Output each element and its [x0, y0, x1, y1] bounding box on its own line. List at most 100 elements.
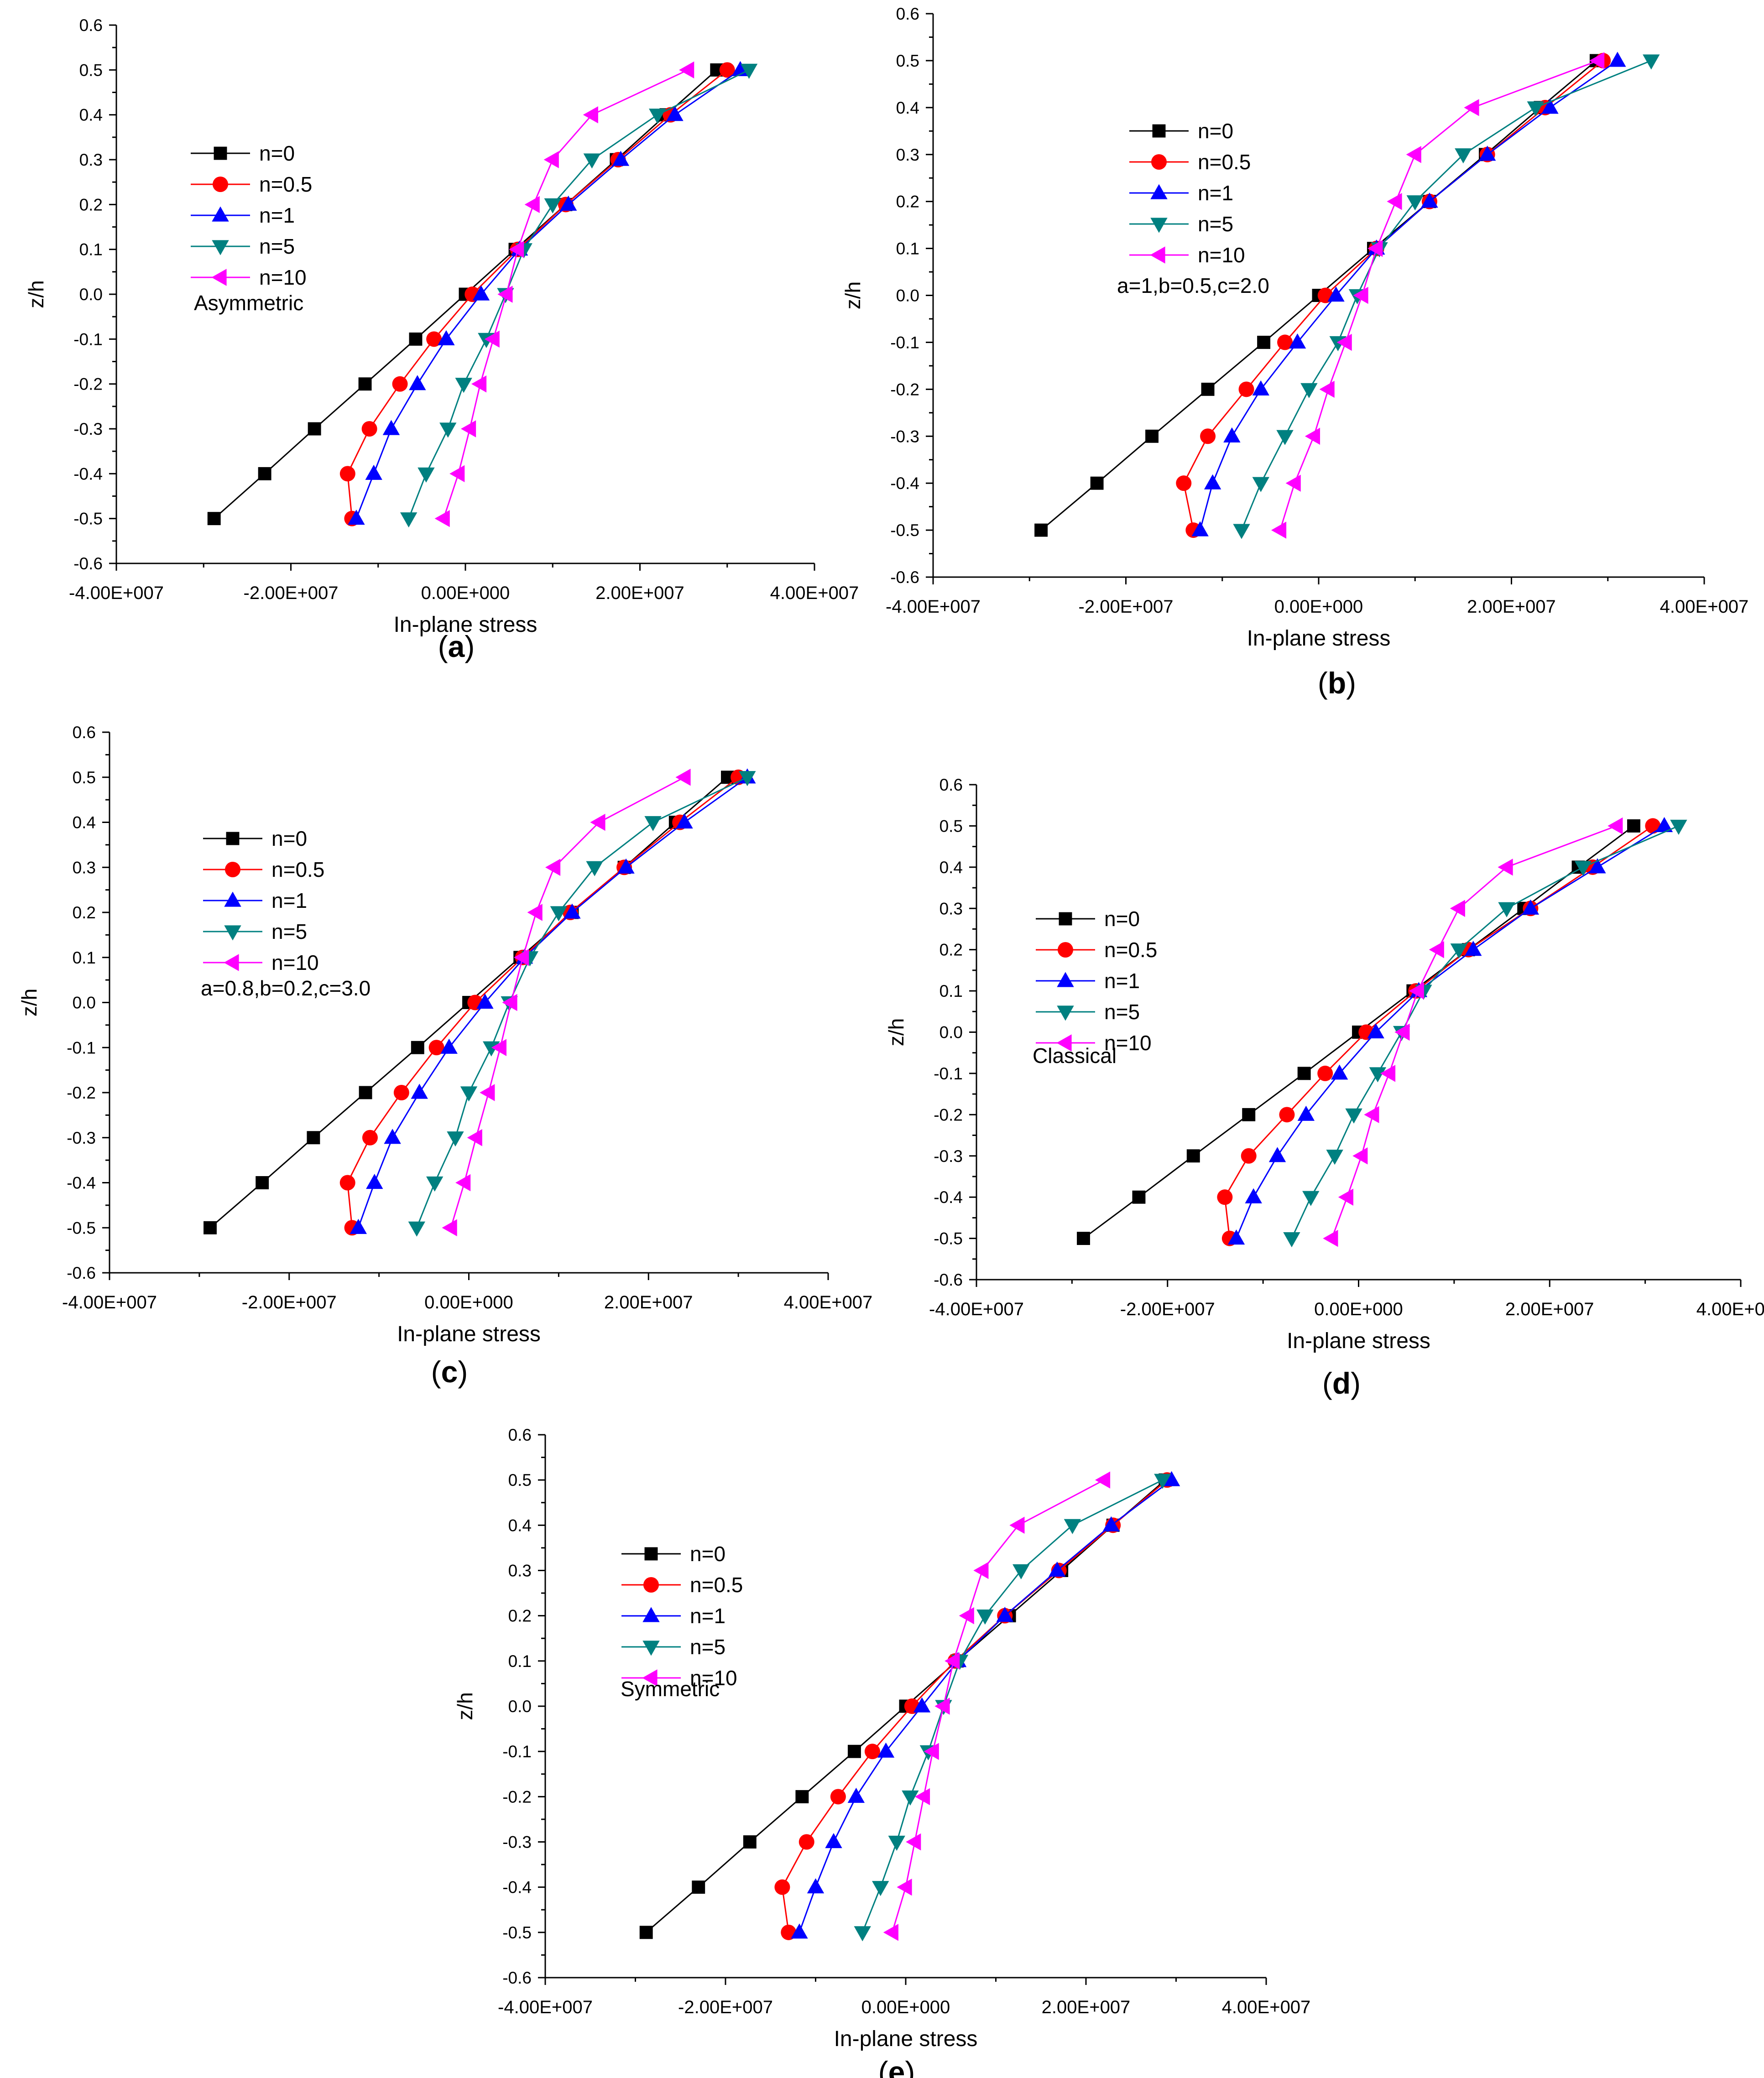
data-point — [1302, 1191, 1320, 1206]
legend-label: n=5 — [1198, 212, 1233, 236]
y-tick-label: -0.3 — [890, 427, 919, 446]
legend-label: n=0 — [1198, 119, 1233, 143]
data-point — [1369, 1067, 1387, 1083]
data-point — [1102, 1516, 1120, 1531]
x-tick-label: 0.00E+000 — [421, 583, 510, 603]
data-point — [1323, 1229, 1338, 1247]
data-point — [1252, 477, 1269, 492]
legend-marker — [1152, 124, 1166, 138]
data-point — [1498, 859, 1513, 876]
data-point — [649, 109, 666, 124]
y-axis-label: z/h — [24, 280, 48, 308]
data-point — [1450, 900, 1465, 917]
y-tick-label: 0.6 — [508, 1426, 532, 1444]
data-point — [1380, 1065, 1396, 1082]
data-point — [1345, 1108, 1362, 1124]
data-point — [906, 1833, 921, 1851]
data-point — [1338, 1188, 1353, 1206]
data-point — [366, 1173, 383, 1189]
x-axis-label: In-plane stress — [834, 2027, 978, 2051]
x-tick-label: 2.00E+007 — [595, 583, 684, 603]
y-tick-label: -0.2 — [67, 1083, 96, 1102]
legend: n=0 n=0.5 n=1 n=5 n=10 — [1036, 907, 1157, 1055]
caption-paren-close: ) — [1346, 666, 1356, 700]
data-point — [308, 422, 321, 436]
y-tick-label: 0.5 — [73, 768, 96, 787]
data-point — [339, 1175, 355, 1191]
data-point — [514, 949, 529, 966]
data-point — [934, 1698, 950, 1715]
x-tick-label: -2.00E+007 — [242, 1292, 337, 1312]
x-axis-label: In-plane stress — [394, 613, 538, 637]
data-point — [1242, 1108, 1256, 1121]
legend-label: n=0 — [271, 827, 307, 850]
data-point — [1049, 1561, 1066, 1577]
legend-label: n=1 — [1198, 181, 1233, 205]
data-point — [1589, 52, 1605, 69]
x-axis-label: In-plane stress — [1287, 1329, 1430, 1353]
y-tick-label: -0.4 — [73, 464, 103, 483]
series-line — [357, 776, 748, 1228]
y-tick-label: 0.2 — [939, 941, 963, 959]
y-tick-label: 0.5 — [896, 52, 919, 70]
data-point — [1191, 521, 1209, 536]
legend-marker — [224, 891, 241, 907]
y-tick-label: -0.5 — [502, 1923, 532, 1942]
data-point — [888, 1835, 905, 1851]
data-point — [1394, 1023, 1410, 1041]
caption-letter: b — [1328, 666, 1346, 700]
legend-marker — [1150, 246, 1165, 264]
chart-annotation: Asymmetric — [194, 291, 303, 315]
y-tick-label: -0.1 — [502, 1742, 532, 1761]
x-tick-label: 2.00E+007 — [1505, 1299, 1594, 1319]
legend-label: n=0.5 — [271, 858, 324, 881]
y-tick-label: 0.0 — [73, 994, 96, 1012]
data-point — [438, 330, 455, 345]
data-point — [392, 376, 408, 392]
legend-label: n=5 — [1104, 1000, 1140, 1024]
panel-caption: (c) — [431, 1355, 468, 1389]
x-tick-label: -2.00E+007 — [244, 583, 339, 603]
data-point — [1163, 1471, 1180, 1486]
data-point — [1364, 1106, 1379, 1124]
data-point — [1421, 193, 1438, 208]
data-point — [883, 1924, 898, 1941]
legend-label: n=1 — [271, 889, 307, 912]
panel-caption: (e) — [878, 2055, 915, 2078]
y-tick-label: 0.2 — [79, 195, 103, 214]
series-line — [798, 1479, 1172, 1933]
y-tick-label: -0.2 — [502, 1787, 532, 1806]
data-point — [365, 464, 382, 480]
data-point — [497, 286, 513, 303]
legend-label: n=0.5 — [1198, 150, 1251, 174]
data-point — [543, 151, 559, 168]
y-tick-label: 0.0 — [896, 286, 919, 305]
data-point — [428, 1040, 444, 1056]
data-point — [1145, 429, 1159, 443]
data-point — [1154, 1474, 1171, 1489]
data-point — [1095, 1471, 1111, 1489]
y-tick-label: 0.0 — [508, 1697, 532, 1716]
data-point — [1305, 427, 1320, 445]
data-point — [467, 1129, 482, 1146]
chart-annotation: a=1,b=0.5,c=2.0 — [1117, 274, 1269, 297]
data-point — [1655, 817, 1673, 833]
caption-paren-close: ) — [458, 1355, 468, 1389]
legend-label: n=10 — [259, 266, 307, 289]
legend-marker — [213, 177, 228, 192]
data-point — [945, 1652, 960, 1670]
caption-paren-open: ( — [1318, 666, 1328, 700]
data-point — [1450, 943, 1468, 959]
data-point — [807, 1878, 825, 1894]
legend-marker — [1058, 942, 1073, 958]
y-tick-label: -0.2 — [890, 380, 919, 399]
data-point — [1331, 1064, 1348, 1080]
panel-caption: (a) — [438, 630, 475, 663]
chart-panel-e: -4.00E+007 -2.00E+007 0.00E+000 2.00E+007 4.… — [453, 1426, 1310, 2078]
data-point — [409, 332, 423, 346]
y-tick-label: -0.4 — [67, 1174, 96, 1193]
y-tick-label: -0.5 — [890, 521, 919, 540]
y-tick-label: 0.6 — [896, 5, 919, 23]
data-point — [559, 195, 577, 211]
